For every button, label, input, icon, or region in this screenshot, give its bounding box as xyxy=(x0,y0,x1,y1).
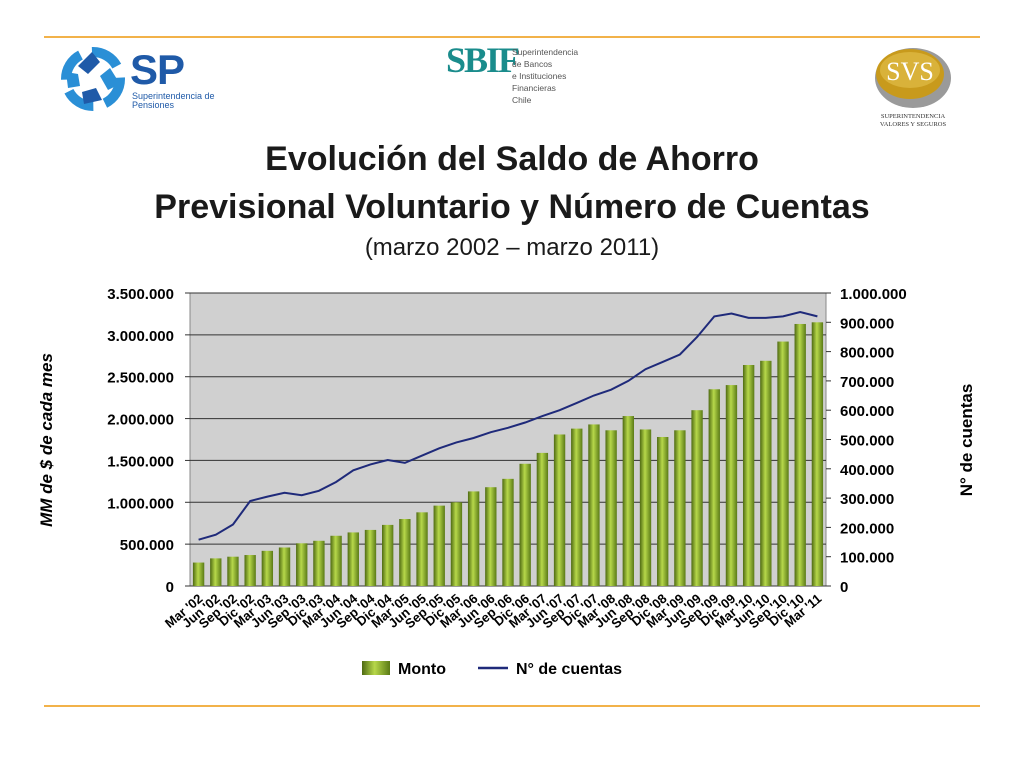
right-tick-label: 0 xyxy=(840,579,848,596)
bar-monto xyxy=(433,505,445,586)
bar-monto xyxy=(708,389,720,586)
bar-monto xyxy=(502,478,514,586)
legend-label-monto: Monto xyxy=(398,661,446,678)
bar-monto xyxy=(519,463,531,586)
bar-monto xyxy=(794,323,806,586)
bar-monto xyxy=(192,562,205,586)
left-tick-label: 2.000.000 xyxy=(107,412,174,429)
bar-monto xyxy=(639,429,652,586)
bar-monto xyxy=(657,436,669,586)
left-tick-label: 500.000 xyxy=(120,537,174,554)
left-tick-label: 2.500.000 xyxy=(107,370,174,387)
bar-monto xyxy=(313,540,325,586)
svs-logo-caption: SUPERINTENDENCIA VALORES Y SEGUROS xyxy=(879,113,947,128)
sp-logo-mark: SP xyxy=(130,46,185,93)
bar-monto xyxy=(450,502,463,586)
legend-swatch-monto xyxy=(362,661,390,675)
bar-monto xyxy=(485,487,497,586)
top-rule xyxy=(44,36,980,38)
chart-title-line-2: Previsional Voluntario y Número de Cuent… xyxy=(154,188,870,226)
hands-circle-icon xyxy=(61,47,125,111)
right-tick-label: 300.000 xyxy=(840,491,894,508)
sbif-logo-text: Superintendencia de Bancos e Institucion… xyxy=(512,47,579,105)
left-tick-label: 3.000.000 xyxy=(107,328,174,345)
bar-monto xyxy=(261,550,274,586)
bar-monto xyxy=(330,535,342,586)
combo-chart: 0 500.000 1.000.000 1.500.000 2.000.000 2.500… xyxy=(37,286,976,678)
sp-logo: SP Superintendencia de Pensiones xyxy=(58,44,218,114)
bar-monto xyxy=(244,555,256,586)
left-tick-label: 3.500.000 xyxy=(107,286,174,303)
bar-monto xyxy=(227,556,239,586)
bar-monto xyxy=(382,524,394,586)
bar-monto xyxy=(622,416,634,586)
bar-monto xyxy=(296,543,308,586)
bar-monto xyxy=(467,491,480,586)
bar-monto xyxy=(553,434,566,586)
bar-monto xyxy=(364,529,377,586)
left-axis-label: MM de $ de cada mes xyxy=(37,353,56,527)
left-tick-label: 1.000.000 xyxy=(107,495,174,512)
bar-monto xyxy=(399,519,411,586)
sp-logo-subtitle: Superintendencia de Pensiones xyxy=(132,91,215,110)
bar-monto xyxy=(588,424,600,586)
svs-logo: SVS SUPERINTENDENCIA VALORES Y SEGUROS xyxy=(868,44,958,130)
line-series-cuentas xyxy=(198,310,818,541)
legend: Monto N° de cuentas xyxy=(362,661,622,678)
line-cuentas xyxy=(198,310,818,541)
right-tick-label: 1.000.000 xyxy=(840,286,907,303)
bar-monto xyxy=(605,430,617,586)
bar-monto xyxy=(691,410,703,586)
right-tick-label: 100.000 xyxy=(840,550,894,567)
bar-monto xyxy=(725,385,738,586)
bar-monto xyxy=(278,547,291,586)
bottom-rule xyxy=(44,705,980,707)
sbif-logo-mark: SBIF xyxy=(446,40,520,80)
bar-monto xyxy=(571,428,583,586)
bar-monto xyxy=(416,512,428,586)
bar-series-monto xyxy=(192,322,824,586)
left-tick-label: 0 xyxy=(166,579,174,596)
chart-subtitle: (marzo 2002 – marzo 2011) xyxy=(364,234,660,261)
left-axis-ticks: 0 500.000 1.000.000 1.500.000 2.000.000 2.500… xyxy=(107,286,190,596)
bar-monto xyxy=(347,532,359,586)
sbif-logo: SBIF Superintendencia de Bancos e Instit… xyxy=(440,40,590,120)
right-tick-label: 200.000 xyxy=(840,520,894,537)
bar-monto xyxy=(777,341,789,586)
right-tick-label: 400.000 xyxy=(840,462,894,479)
right-axis-ticks: 0 100.000 200.000 300.000 400.000 500.000 600.… xyxy=(826,286,907,596)
right-tick-label: 900.000 xyxy=(840,315,894,332)
bar-monto xyxy=(674,430,686,586)
left-tick-label: 1.500.000 xyxy=(107,453,174,470)
bar-monto xyxy=(760,360,772,586)
legend-label-cuentas: N° de cuentas xyxy=(516,661,622,678)
chart-title-line-1: Evolución del Saldo de Ahorro xyxy=(265,140,759,178)
right-axis-label: N° de cuentas xyxy=(957,384,976,497)
bar-monto xyxy=(210,558,222,586)
bar-monto xyxy=(811,322,824,586)
svs-emblem-icon: SVS xyxy=(875,48,951,108)
bar-monto xyxy=(742,364,755,586)
bar-monto xyxy=(536,452,549,586)
right-tick-label: 700.000 xyxy=(840,374,894,391)
right-tick-label: 600.000 xyxy=(840,403,894,420)
right-tick-label: 800.000 xyxy=(840,345,894,362)
svs-logo-mark: SVS xyxy=(886,57,934,86)
right-tick-label: 500.000 xyxy=(840,433,894,450)
